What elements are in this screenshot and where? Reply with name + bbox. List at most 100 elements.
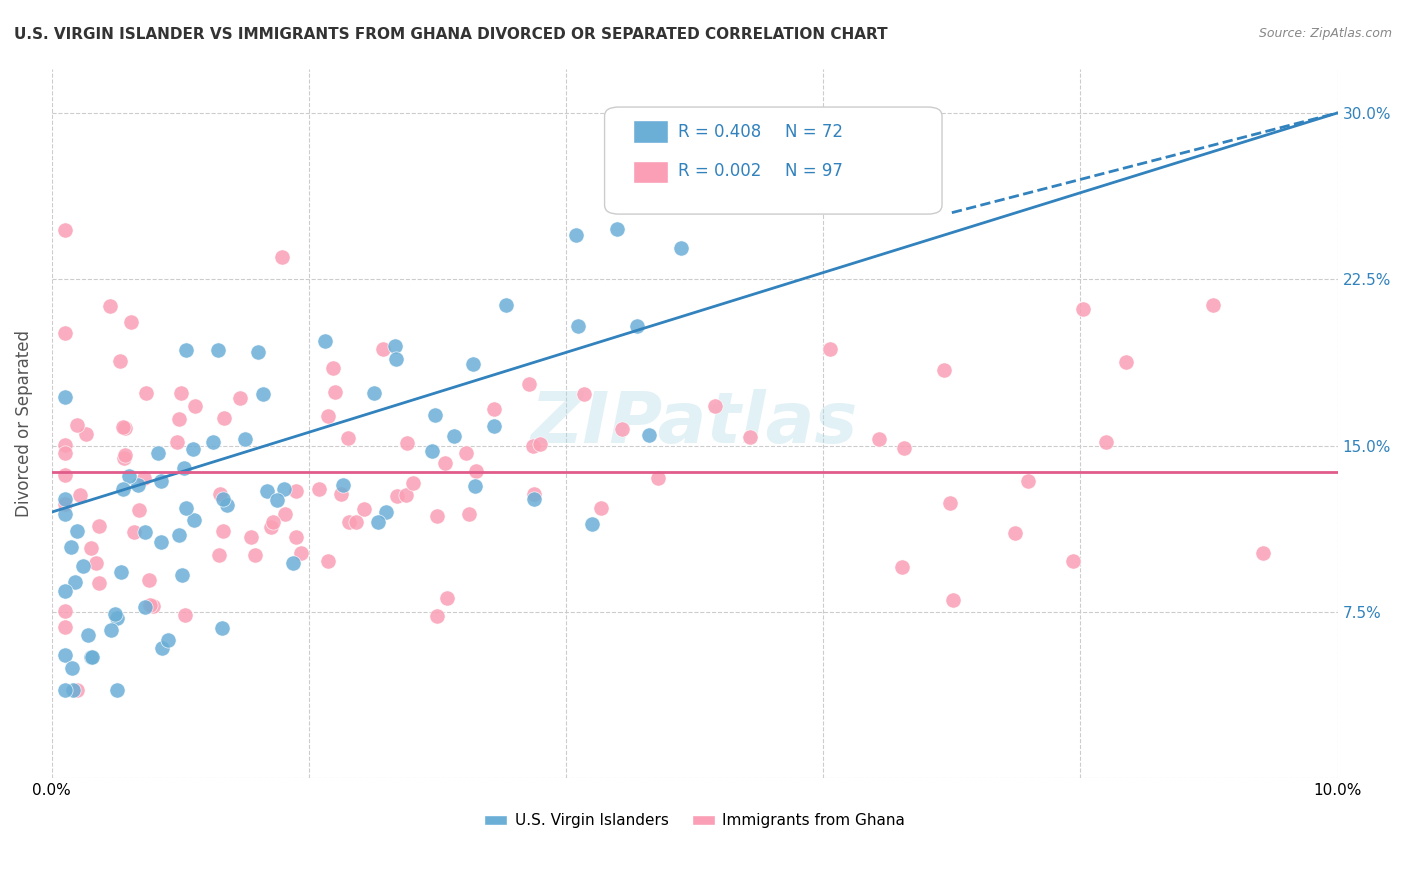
Point: [1095, 434, 1118, 449]
Point: [572, 387, 595, 401]
Point: [53, 682, 76, 697]
Point: [273, 482, 295, 496]
Point: [53, 648, 76, 663]
Point: [122, 524, 145, 539]
Point: [523, 492, 546, 507]
Point: [519, 377, 541, 392]
Point: [87, 576, 110, 591]
Point: [53, 497, 76, 511]
Point: [330, 487, 353, 501]
Point: [53, 438, 76, 452]
Point: [173, 460, 195, 475]
Point: [1004, 525, 1026, 540]
Point: [212, 524, 235, 538]
Point: [433, 456, 456, 470]
Point: [60, 541, 83, 555]
Point: [482, 401, 505, 416]
Point: [84, 556, 107, 570]
Point: [385, 489, 408, 503]
Point: [170, 567, 193, 582]
Point: [108, 354, 131, 368]
Text: U.S. VIRGIN ISLANDER VS IMMIGRANTS FROM GHANA DIVORCED OR SEPARATED CORRELATION : U.S. VIRGIN ISLANDER VS IMMIGRANTS FROM …: [14, 27, 887, 42]
Point: [211, 492, 233, 507]
Point: [135, 386, 157, 401]
Point: [454, 445, 477, 459]
Point: [183, 400, 205, 414]
Point: [53, 326, 76, 340]
Point: [375, 505, 398, 519]
Point: [1062, 554, 1084, 568]
Point: [426, 609, 449, 624]
Point: [229, 391, 252, 405]
Point: [104, 607, 127, 621]
Point: [53, 468, 76, 483]
Point: [1251, 546, 1274, 560]
Point: [65, 417, 87, 432]
Point: [80, 541, 103, 556]
Point: [1017, 474, 1039, 488]
Point: [100, 623, 122, 637]
Point: [98, 299, 121, 313]
Point: [606, 222, 628, 236]
Point: [425, 408, 447, 422]
Text: ZIPatlas: ZIPatlas: [531, 389, 859, 458]
Point: [134, 471, 156, 485]
Point: [80, 650, 103, 665]
Point: [105, 611, 128, 625]
Point: [112, 420, 135, 434]
Point: [114, 421, 136, 435]
Point: [522, 439, 544, 453]
Point: [367, 516, 389, 530]
Point: [426, 508, 449, 523]
Point: [638, 427, 661, 442]
Point: [581, 517, 603, 532]
Point: [53, 390, 76, 404]
Point: [246, 344, 269, 359]
Point: [457, 507, 479, 521]
Point: [156, 632, 179, 647]
Point: [820, 342, 842, 356]
Point: [626, 318, 648, 333]
Point: [337, 515, 360, 529]
Point: [53, 584, 76, 599]
Point: [567, 319, 589, 334]
Point: [62, 682, 84, 697]
Point: [75, 426, 97, 441]
Point: [308, 482, 330, 496]
Point: [174, 607, 197, 622]
Point: [110, 565, 132, 579]
Point: [384, 351, 406, 366]
Point: [120, 315, 142, 329]
Point: [316, 409, 339, 423]
Point: [166, 434, 188, 449]
Point: [932, 363, 955, 377]
Point: [402, 476, 425, 491]
Point: [316, 554, 339, 568]
Point: [1202, 297, 1225, 311]
Point: [1115, 355, 1137, 369]
Point: [128, 503, 150, 517]
Point: [138, 599, 160, 613]
Point: [284, 484, 307, 499]
Point: [69, 488, 91, 502]
Point: [207, 343, 229, 358]
Point: [114, 448, 136, 462]
Point: [252, 387, 274, 401]
Point: [281, 556, 304, 570]
Point: [60, 661, 83, 675]
Point: [384, 339, 406, 353]
Text: R = 0.408: R = 0.408: [678, 123, 761, 141]
Point: [529, 437, 551, 451]
Point: [127, 478, 149, 492]
Text: N = 97: N = 97: [785, 162, 842, 180]
Point: [891, 559, 914, 574]
Point: [211, 621, 233, 635]
Point: [610, 422, 633, 436]
Point: [66, 682, 89, 697]
Point: [565, 228, 588, 243]
Point: [53, 604, 76, 618]
Point: [256, 483, 278, 498]
Point: [868, 433, 890, 447]
Point: [233, 432, 256, 446]
Point: [167, 527, 190, 541]
